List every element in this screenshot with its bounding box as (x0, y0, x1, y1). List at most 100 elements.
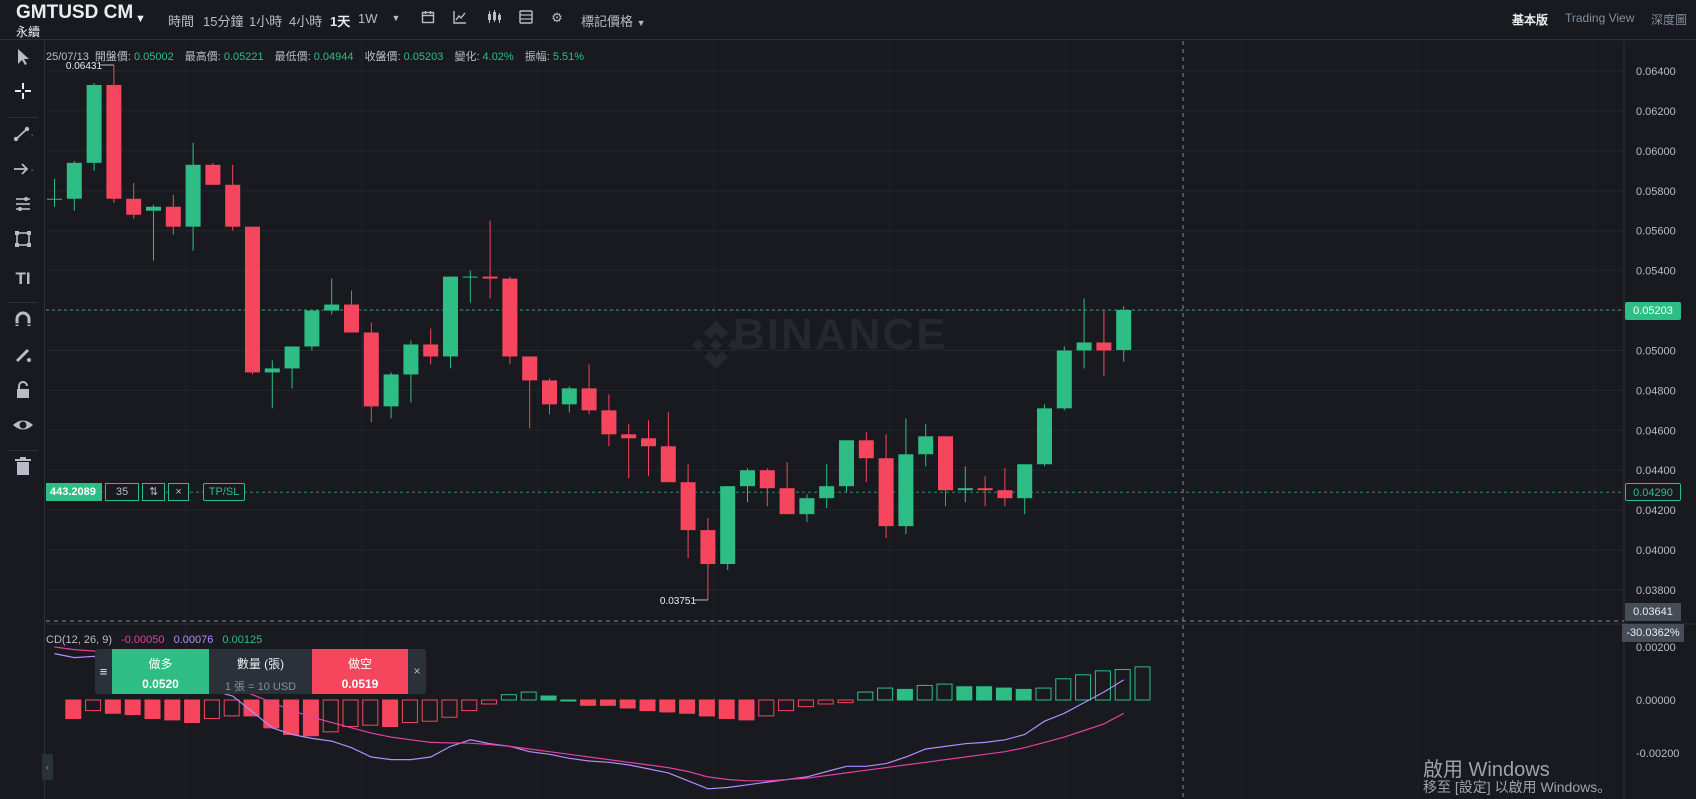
drawing-toolbar: › › TI (0, 40, 45, 799)
long-price: 0.0520 (142, 677, 179, 691)
position-leverage[interactable]: 35 (104, 483, 140, 501)
fib-lines-icon[interactable] (8, 194, 38, 222)
candlestick-chart[interactable]: 0.06400 0.06200 0.06000 0.05800 0.05600 0.054… (46, 41, 1696, 799)
legend-open-label: 開盤價: (94, 51, 131, 63)
candle-body (1056, 350, 1072, 409)
layout-icon[interactable] (518, 10, 534, 26)
candle-body (284, 346, 300, 369)
arrow-line-icon[interactable]: › (8, 159, 38, 187)
macd-histogram-bar (1015, 688, 1032, 701)
macd-histogram-bar (520, 691, 537, 701)
candle-body (106, 84, 122, 199)
macd-histogram-bar (797, 699, 814, 708)
macd-histogram-bar (283, 699, 300, 735)
long-button[interactable]: 做多 0.0520 (112, 649, 209, 694)
interval-1w[interactable]: 1W (358, 11, 378, 26)
macd-histogram-bar (342, 699, 359, 727)
macd-histogram-bar (896, 688, 913, 701)
candle-body (1037, 408, 1052, 465)
macd-histogram-bar (302, 699, 319, 737)
short-price: 0.0519 (341, 677, 379, 691)
legend-close: 0.05203 (403, 51, 444, 63)
chart-type-icon[interactable] (486, 10, 502, 26)
macd-histogram-bar (263, 699, 280, 729)
macd-histogram-bar (718, 699, 735, 720)
interval-4h[interactable]: 4小時 (289, 14, 323, 29)
tab-depth[interactable]: 深度圖 (1651, 13, 1688, 27)
short-button[interactable]: 做空 0.0519 (312, 649, 408, 694)
crosshair-icon[interactable] (8, 81, 38, 109)
cursor-arrow-icon[interactable] (8, 46, 38, 74)
trendline-icon[interactable]: › (8, 124, 38, 152)
reverse-position-icon[interactable]: ⇅ (142, 483, 166, 501)
quantity-field[interactable]: 數量 (張) 1 張 = 10 USD (209, 649, 312, 694)
macd-histogram-bar (243, 699, 260, 717)
eye-visibility-icon[interactable] (8, 415, 38, 443)
drag-handle-icon[interactable]: ≡ (99, 664, 108, 679)
interval-time[interactable]: 時間 (168, 14, 195, 29)
candle-body (324, 304, 340, 311)
candle-body (462, 276, 478, 278)
macd-histogram-bar (481, 699, 498, 705)
interval-15m[interactable]: 15分鐘 (203, 14, 244, 29)
candle-body (225, 184, 241, 227)
macd-histogram-bar (639, 699, 656, 712)
macd-histogram-bar (461, 699, 478, 712)
draw-mode-pencil-icon[interactable] (8, 345, 38, 373)
price-tick-label: 0.06400 (1636, 66, 1676, 78)
indicators-icon[interactable] (452, 10, 468, 26)
settings-gear-icon[interactable]: ⚙ (551, 10, 563, 25)
tab-tradingview[interactable]: Trading View (1565, 11, 1635, 25)
macd-legend-hist: -0.00050 (121, 634, 165, 646)
interval-1h[interactable]: 1小時 (249, 14, 283, 29)
close-position-icon[interactable]: × (168, 483, 189, 501)
candle-body (1076, 342, 1092, 351)
legend-date: 25/07/13 (46, 51, 89, 63)
candle-body (641, 438, 656, 447)
magnet-icon[interactable] (8, 310, 38, 338)
price-tick-label: 0.05400 (1636, 266, 1676, 278)
position-qty[interactable]: 443.2089 (46, 483, 102, 501)
candle-body (502, 278, 518, 357)
legend-low: 0.04944 (313, 51, 354, 63)
macd-histogram-bar (184, 699, 201, 724)
candle-body (680, 482, 696, 531)
price-tick-label: 0.04000 (1636, 545, 1676, 557)
candle-body (878, 458, 894, 527)
chart-area[interactable]: 0.06400 0.06200 0.06000 0.05800 0.05600 0.054… (46, 41, 1696, 799)
lock-icon[interactable] (8, 380, 38, 408)
candle-body (542, 380, 557, 405)
windows-activation-title: 啟用 Windows (1423, 759, 1550, 781)
collapse-toolbar-chevron-icon[interactable]: ‹ (42, 754, 53, 780)
tab-basic[interactable]: 基本版 (1512, 13, 1549, 27)
candle-body (1017, 464, 1033, 499)
candle-body (482, 276, 498, 279)
symbol-dropdown-icon[interactable]: ▼ (135, 13, 146, 25)
macd-histogram-bar (698, 699, 715, 717)
interval-1d[interactable]: 1天 (330, 14, 351, 29)
more-intervals-icon[interactable]: ▼ (391, 13, 401, 23)
candle-body (423, 344, 439, 357)
candle-body (403, 344, 419, 375)
close-panel-icon[interactable]: × (413, 664, 421, 678)
macd-histogram-bar (1035, 687, 1052, 701)
price-tick-label: 0.04800 (1636, 385, 1676, 397)
price-type-select[interactable]: 標記價格 ▼ (581, 11, 646, 30)
candle-body (621, 434, 637, 439)
macd-histogram-bar (1055, 678, 1072, 701)
tpsl-button[interactable]: TP/SL (202, 483, 246, 501)
macd-histogram-bar (916, 684, 933, 701)
rectangle-shape-icon[interactable] (8, 229, 38, 257)
macd-histogram-bar (144, 699, 161, 720)
symbol-name[interactable]: GMTUSD CM (16, 2, 134, 23)
candle-body (165, 206, 181, 227)
macd-histogram-bar (500, 694, 517, 701)
calendar-icon[interactable] (420, 10, 436, 26)
text-tool-icon[interactable]: TI (15, 269, 31, 288)
macd-histogram-bar (857, 691, 874, 701)
trash-delete-icon[interactable] (8, 456, 38, 484)
cursor-percent-tag: -30.0362% (1622, 624, 1684, 642)
candle-body (205, 164, 221, 185)
macd-histogram-bar (85, 699, 102, 712)
macd-histogram-bar (203, 699, 220, 720)
